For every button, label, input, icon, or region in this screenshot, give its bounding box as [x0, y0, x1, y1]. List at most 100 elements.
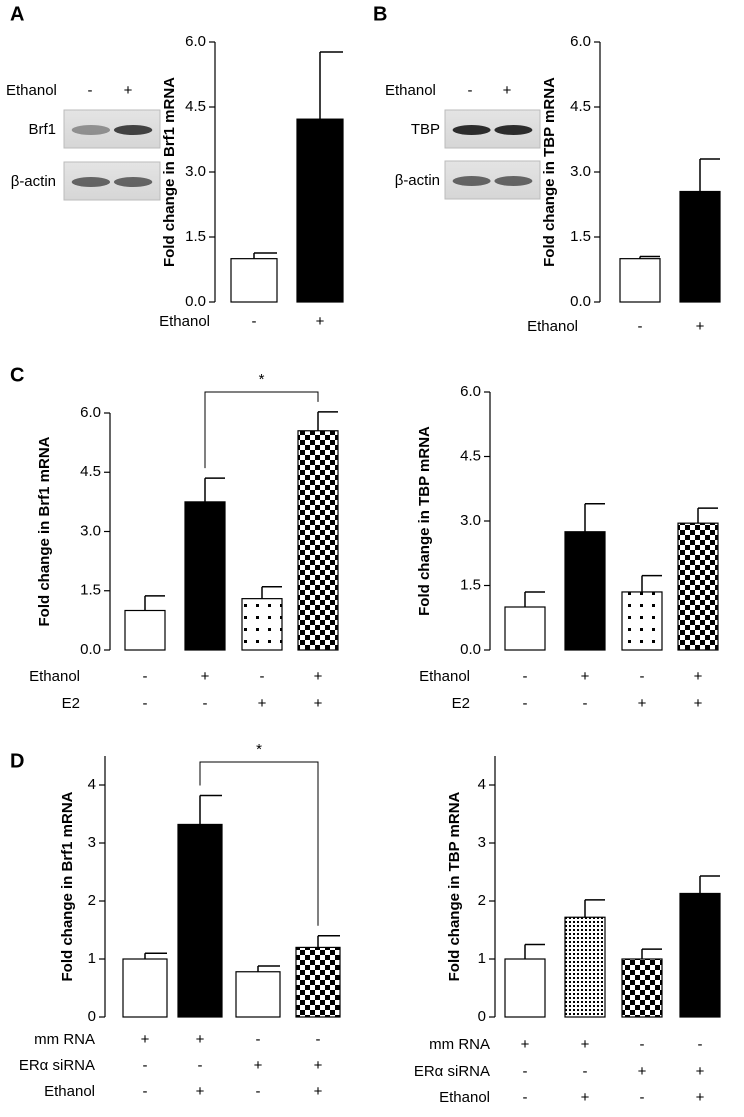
blot-header: Ethanol: [385, 82, 436, 99]
condition-label: Ethanol: [44, 1083, 95, 1100]
y-tick-label: 4.5: [80, 463, 101, 480]
blot-row-label: β-actin: [395, 172, 440, 189]
bar: [677, 522, 719, 651]
condition-mark: -: [260, 668, 265, 685]
condition-mark: -: [203, 695, 208, 712]
condition-mark: +: [694, 695, 703, 712]
condition-label: mm RNA: [34, 1031, 95, 1048]
condition-mark: +: [696, 318, 705, 335]
y-tick-label: 3: [478, 834, 486, 851]
condition-mark: +: [314, 695, 323, 712]
y-tick-label: 3: [88, 834, 96, 851]
condition-label: ERα siRNA: [19, 1057, 95, 1074]
condition-mark: +: [521, 1036, 530, 1053]
condition-mark: +: [581, 668, 590, 685]
bar: [621, 591, 663, 651]
condition-label: ERα siRNA: [414, 1063, 490, 1080]
y-tick-label: 0: [478, 1008, 486, 1025]
bar: [177, 823, 223, 1018]
condition-mark: -: [198, 1057, 203, 1074]
y-tick-label: 1.5: [185, 228, 206, 245]
significance-mark: *: [259, 371, 265, 388]
y-tick-label: 3.0: [80, 522, 101, 539]
y-tick-label: 6.0: [80, 404, 101, 421]
bar: [679, 190, 721, 303]
condition-label: mm RNA: [429, 1036, 490, 1053]
y-axis-label: Fold change in Brf1 mRNA: [161, 77, 178, 267]
bar: [230, 258, 278, 303]
blot-band: [452, 176, 491, 186]
condition-mark: +: [254, 1057, 263, 1074]
y-tick-label: 6.0: [570, 33, 591, 50]
bar: [504, 958, 546, 1018]
blot-band: [494, 125, 533, 135]
bar: [621, 958, 663, 1018]
bar: [679, 892, 721, 1018]
condition-mark: -: [523, 668, 528, 685]
condition-mark: +: [196, 1083, 205, 1100]
blot-band: [113, 125, 153, 135]
y-tick-label: 4: [478, 776, 486, 793]
condition-mark: -: [143, 695, 148, 712]
condition-mark: -: [143, 668, 148, 685]
blot-band: [71, 125, 111, 135]
bar: [241, 598, 283, 651]
condition-mark: -: [640, 1089, 645, 1106]
y-tick-label: 2: [478, 892, 486, 909]
y-tick-label: 2: [88, 892, 96, 909]
condition-mark: +: [314, 1057, 323, 1074]
bar: [235, 971, 281, 1018]
bar: [296, 118, 344, 303]
blot-band: [494, 176, 533, 186]
condition-label: Ethanol: [527, 318, 578, 335]
y-tick-label: 0.0: [80, 641, 101, 658]
bar: [564, 916, 606, 1018]
y-tick-label: 1: [478, 950, 486, 967]
blot-row-label: TBP: [411, 121, 440, 138]
condition-mark: +: [696, 1063, 705, 1080]
bar: [564, 531, 606, 651]
condition-mark: +: [258, 695, 267, 712]
condition-mark: +: [581, 1089, 590, 1106]
blot-lane: -: [88, 82, 93, 99]
blot-lane: +: [124, 82, 133, 99]
y-tick-label: 0.0: [185, 293, 206, 310]
condition-mark: -: [583, 695, 588, 712]
y-tick-label: 0.0: [570, 293, 591, 310]
bar: [619, 258, 661, 303]
y-axis-label: Fold change in TBP mRNA: [541, 77, 558, 267]
y-tick-label: 4.5: [460, 447, 481, 464]
condition-mark: -: [256, 1083, 261, 1100]
panel-label: B: [373, 3, 387, 25]
bar: [122, 958, 168, 1018]
condition-label: Ethanol: [439, 1089, 490, 1106]
condition-mark: +: [314, 1083, 323, 1100]
blot-lane: -: [468, 82, 473, 99]
condition-mark: +: [581, 1036, 590, 1053]
blot-band: [113, 177, 153, 187]
condition-mark: -: [523, 1089, 528, 1106]
y-tick-label: 0.0: [460, 641, 481, 658]
bar: [504, 606, 546, 651]
y-tick-label: 3.0: [570, 163, 591, 180]
bar: [297, 430, 339, 651]
condition-mark: -: [638, 318, 643, 335]
condition-mark: +: [696, 1089, 705, 1106]
condition-mark: -: [143, 1083, 148, 1100]
significance-bracket: [199, 761, 319, 926]
condition-label: E2: [62, 695, 80, 712]
y-tick-label: 3.0: [460, 512, 481, 529]
y-tick-label: 4: [88, 776, 96, 793]
y-axis-label: Fold change in Brf1 mRNA: [36, 436, 53, 626]
panel-label: A: [10, 3, 24, 25]
significance-bracket: [204, 391, 319, 469]
condition-mark: -: [583, 1063, 588, 1080]
blot-band: [452, 125, 491, 135]
y-axis-label: Fold change in TBP mRNA: [446, 791, 463, 981]
condition-mark: -: [523, 1063, 528, 1080]
blot-lane: +: [503, 82, 512, 99]
condition-mark: -: [640, 1036, 645, 1053]
